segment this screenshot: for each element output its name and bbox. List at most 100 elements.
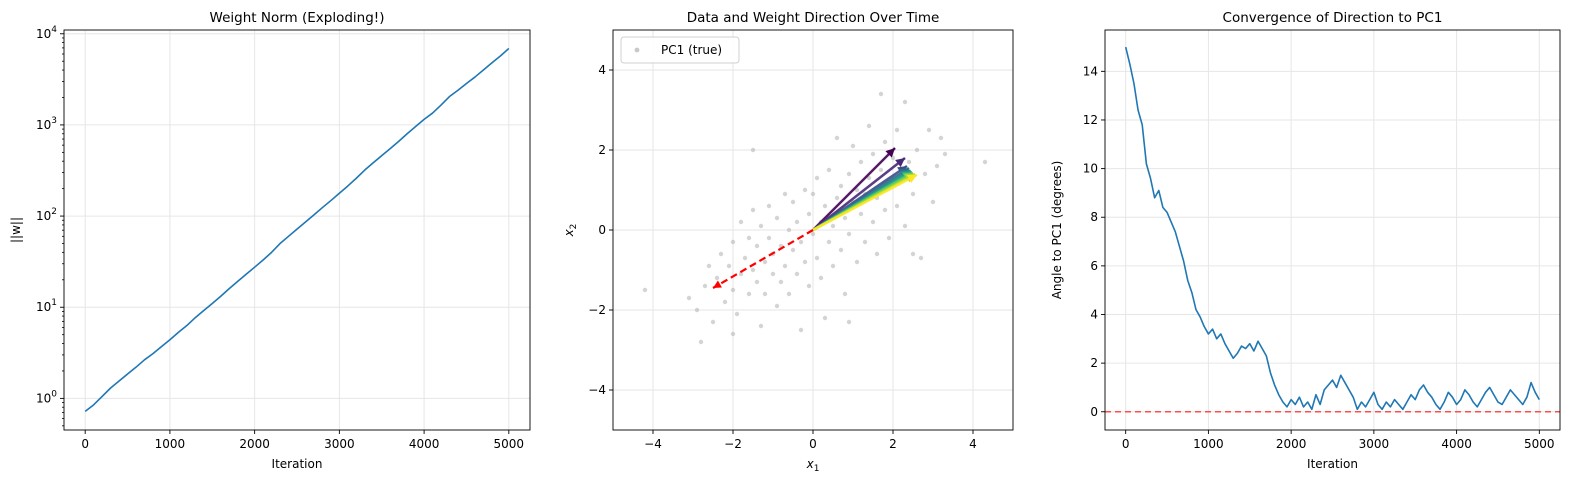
axes-frame bbox=[63, 29, 531, 431]
scatter-point bbox=[822, 315, 828, 321]
x-axis-label: x1 bbox=[806, 457, 820, 474]
scatter-point bbox=[702, 283, 708, 289]
scatter-point bbox=[762, 259, 768, 265]
scatter-point bbox=[754, 243, 760, 249]
scatter-point bbox=[938, 135, 944, 141]
scatter-point bbox=[750, 207, 756, 213]
x-tick-label: 1000 bbox=[1193, 437, 1224, 451]
weight-arrow-head bbox=[885, 148, 895, 158]
x-tick-label: 5000 bbox=[494, 437, 525, 451]
scatter-point bbox=[714, 275, 720, 281]
scatter-point bbox=[878, 91, 884, 97]
scatter-point bbox=[894, 203, 900, 209]
scatter-point bbox=[942, 151, 948, 157]
x-tick-label: 3000 bbox=[324, 437, 355, 451]
scatter-point bbox=[806, 283, 812, 289]
scatter-point bbox=[870, 219, 876, 225]
scatter-point bbox=[798, 327, 804, 333]
y-tick-label: 101 bbox=[36, 298, 57, 314]
scatter-point bbox=[798, 239, 804, 245]
scatter-point bbox=[882, 139, 888, 145]
y-tick-label: 2 bbox=[598, 143, 606, 157]
scatter-point bbox=[814, 175, 820, 181]
series-line bbox=[1124, 46, 1541, 411]
scatter-point bbox=[930, 199, 936, 205]
scatter-point bbox=[758, 223, 764, 229]
scatter-point bbox=[846, 231, 852, 237]
y-tick-label: 103 bbox=[36, 116, 57, 132]
x-tick-label: 3000 bbox=[1359, 437, 1390, 451]
y-tick-label: 2 bbox=[1090, 356, 1098, 370]
scatter-point bbox=[854, 187, 860, 193]
chart-panel-1: 0 1000 2000 3000 4000 5000 100 101 102 103 104 Weig… bbox=[9, 10, 531, 471]
weight-arrow-head bbox=[906, 174, 917, 183]
legend-box bbox=[620, 36, 740, 64]
x-tick-label: 5000 bbox=[1524, 437, 1555, 451]
scatter-point bbox=[762, 291, 768, 297]
y-tick-label: 8 bbox=[1090, 210, 1098, 224]
y-tick-label: −4 bbox=[588, 383, 606, 397]
scatter-point bbox=[870, 151, 876, 157]
y-tick-label: 4 bbox=[598, 63, 606, 77]
scatter-point bbox=[858, 211, 864, 217]
scatter-point bbox=[730, 287, 736, 293]
scatter-point bbox=[830, 263, 836, 269]
scatter-point bbox=[730, 331, 736, 337]
scatter-point bbox=[718, 251, 724, 257]
chart-title: Convergence of Direction to PC1 bbox=[1223, 10, 1443, 26]
scatter-point bbox=[882, 207, 888, 213]
scatter-point bbox=[750, 267, 756, 273]
scatter-point bbox=[774, 303, 780, 309]
scatter-point bbox=[706, 263, 712, 269]
scatter-point bbox=[742, 255, 748, 261]
scatter-point bbox=[790, 247, 796, 253]
scatter-point bbox=[734, 311, 740, 317]
x-tick-label: 2000 bbox=[239, 437, 270, 451]
y-tick-label: 0 bbox=[1090, 405, 1098, 419]
scatter-point bbox=[846, 171, 852, 177]
scatter-point bbox=[814, 255, 820, 261]
scatter-point bbox=[918, 255, 924, 261]
scatter-point bbox=[926, 127, 932, 133]
y-tick-label: 12 bbox=[1083, 113, 1098, 127]
chart-title: Data and Weight Direction Over Time bbox=[687, 10, 940, 26]
scatter-point bbox=[866, 123, 872, 129]
y-axis-label: x2 bbox=[562, 224, 579, 238]
scatter-point bbox=[810, 191, 816, 197]
x-axis-label: Iteration bbox=[272, 457, 323, 471]
y-axis-label: Angle to PC1 (degrees) bbox=[1050, 161, 1064, 300]
y-tick-label: 0 bbox=[598, 223, 606, 237]
scatter-point bbox=[746, 291, 752, 297]
scatter-point bbox=[834, 135, 840, 141]
scatter-point bbox=[902, 99, 908, 105]
scatter-point bbox=[786, 227, 792, 233]
legend-marker bbox=[634, 47, 640, 53]
scatter-point bbox=[846, 319, 852, 325]
legend-label: PC1 (true) bbox=[661, 43, 722, 57]
y-tick-label: 104 bbox=[36, 25, 57, 41]
scatter-point bbox=[818, 275, 824, 281]
scatter-point bbox=[878, 167, 884, 173]
scatter-point bbox=[894, 127, 900, 133]
scatter-point bbox=[862, 239, 868, 245]
scatter-point bbox=[830, 223, 836, 229]
axes-frame bbox=[1104, 29, 1561, 431]
x-tick-label: −4 bbox=[644, 437, 662, 451]
scatter-point bbox=[774, 215, 780, 221]
scatter-point bbox=[914, 147, 920, 153]
pc1-arrow-head bbox=[713, 280, 722, 288]
scatter-point bbox=[758, 323, 764, 329]
scatter-point bbox=[838, 183, 844, 189]
scatter-point bbox=[910, 251, 916, 257]
scatter-point bbox=[826, 167, 832, 173]
scatter-point bbox=[838, 247, 844, 253]
x-tick-label: 0 bbox=[809, 437, 817, 451]
legend: PC1 (true) bbox=[620, 36, 740, 64]
scatter-point bbox=[710, 319, 716, 325]
scatter-point bbox=[686, 295, 692, 301]
scatter-point bbox=[886, 235, 892, 241]
scatter-point bbox=[766, 203, 772, 209]
y-tick-label: 4 bbox=[1090, 307, 1098, 321]
x-tick-label: 4 bbox=[969, 437, 977, 451]
